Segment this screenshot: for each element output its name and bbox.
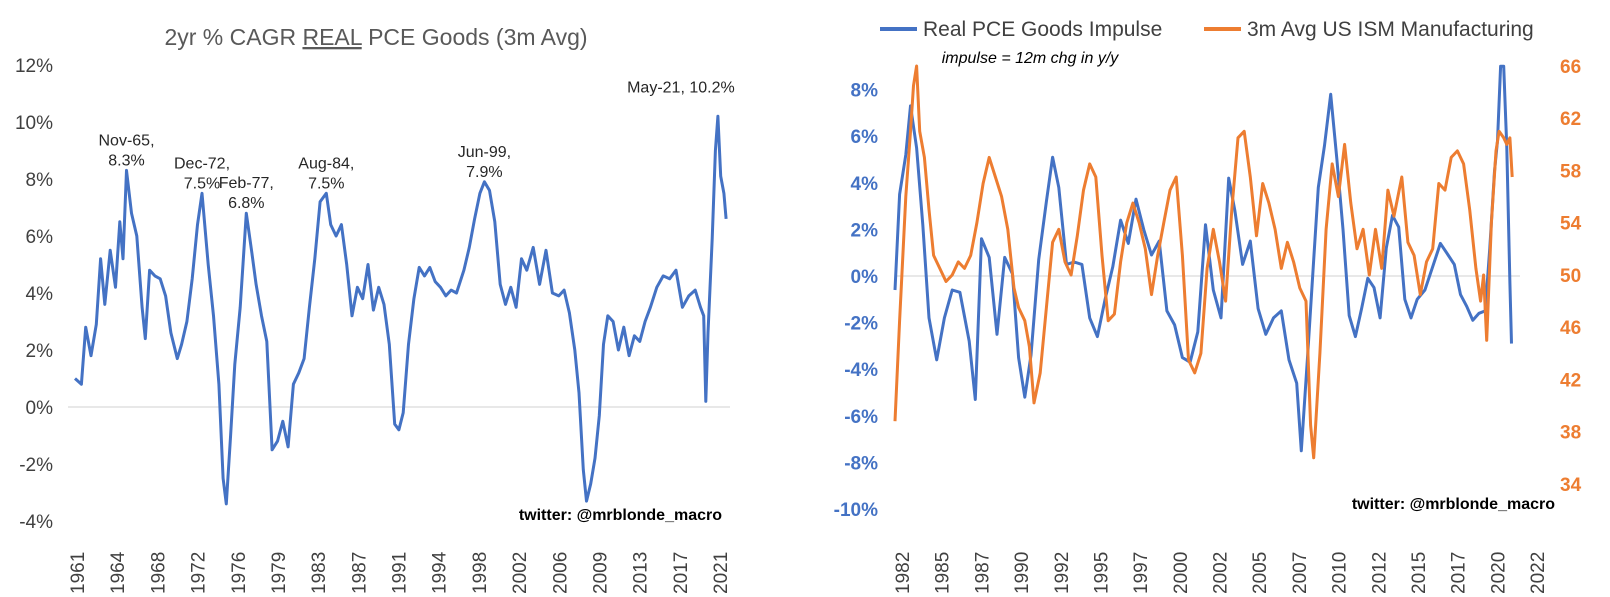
left-x-tick-label: 1998 — [470, 552, 491, 594]
left-y-tick-label: 10% — [15, 113, 53, 134]
right-left-y-axis: 8% 6% 4% 2% 0% -2% -4% -6% -8% -10% — [834, 81, 878, 521]
right-x-tick-label: 2017 — [1449, 552, 1470, 594]
legend-label-series-1: Real PCE Goods Impulse — [923, 18, 1162, 41]
right-y-tick-label: 8% — [851, 81, 879, 102]
right-x-tick-label: 2005 — [1250, 552, 1271, 594]
left-x-tick-label: 1991 — [390, 552, 411, 594]
right-y-tick-label: 4% — [851, 174, 879, 195]
right-x-tick-label: 2000 — [1171, 552, 1192, 594]
right-y2-tick-label: 54 — [1560, 214, 1582, 235]
left-x-tick-label: 1972 — [189, 552, 210, 594]
right-y2-tick-label: 42 — [1560, 370, 1581, 391]
left-series-line — [74, 114, 728, 506]
left-x-tick-label: 1979 — [269, 552, 290, 594]
annotation-label: Aug-84, — [298, 155, 354, 172]
right-y2-tick-label: 50 — [1560, 266, 1581, 287]
left-credit: twitter: @mrblonde_macro — [519, 507, 722, 524]
right-x-tick-label: 2020 — [1488, 552, 1509, 594]
right-y-tick-label: 0% — [851, 267, 879, 288]
right-y-tick-label: -10% — [834, 500, 878, 521]
left-x-tick-label: 1976 — [229, 552, 250, 594]
left-y-tick-label: 6% — [26, 227, 54, 248]
annotation-value: 7.5% — [308, 175, 344, 192]
left-x-tick-label: 1994 — [430, 551, 451, 594]
right-right-y-axis: 66 62 58 54 50 46 42 38 34 — [1560, 57, 1582, 496]
left-x-tick-label: 1964 — [108, 551, 129, 594]
right-y2-tick-label: 58 — [1560, 162, 1581, 183]
left-y-tick-label: 12% — [15, 56, 53, 77]
right-y-tick-label: -8% — [844, 453, 878, 474]
right-x-tick-label: 2015 — [1409, 552, 1430, 594]
left-chart: 2yr % CAGR REAL PCE Goods (3m Avg) 12% 10… — [15, 24, 735, 594]
annotation-value: 7.5% — [184, 175, 220, 192]
right-x-tick-label: 1987 — [972, 552, 993, 594]
right-y2-tick-label: 46 — [1560, 318, 1581, 339]
ism-line — [893, 64, 1514, 460]
right-credit: twitter: @mrblonde_macro — [1352, 496, 1555, 513]
right-x-tick-label: 1997 — [1131, 552, 1152, 594]
left-annotations: Nov-65,8.3% Dec-72,7.5%Feb-77,6.8%Aug-84,… — [98, 79, 734, 212]
left-x-tick-label: 1983 — [309, 552, 330, 594]
annotation-value: 6.8% — [228, 195, 264, 212]
left-y-tick-label: 0% — [26, 398, 54, 419]
left-x-tick-label: 2006 — [550, 552, 571, 594]
right-x-tick-label: 2007 — [1290, 552, 1311, 594]
right-y-tick-label: -4% — [844, 360, 878, 381]
left-y-tick-label: -4% — [19, 512, 53, 533]
left-y-tick-label: 2% — [26, 341, 54, 362]
left-y-axis: 12% 10% 8% 6% 4% 2% 0% -2% -4% — [15, 56, 53, 533]
right-y-tick-label: 6% — [851, 127, 879, 148]
left-x-axis: 1961 1964 1968 1972 1976 1979 1983 1987 1991 1994… — [68, 551, 732, 594]
right-y-tick-label: -2% — [844, 314, 878, 335]
legend-label-series-2: 3m Avg US ISM Manufacturing — [1247, 18, 1534, 41]
left-chart-title: 2yr % CAGR REAL PCE Goods (3m Avg) — [164, 24, 587, 50]
annotation-label: May-21, 10.2% — [627, 79, 735, 96]
right-x-tick-label: 1985 — [933, 552, 954, 594]
annotation-label: Feb-77, — [219, 175, 274, 192]
right-x-tick-label: 1982 — [893, 552, 914, 594]
left-y-tick-label: -2% — [19, 455, 53, 476]
right-x-tick-label: 1992 — [1052, 552, 1073, 594]
right-x-tick-label: 1990 — [1012, 552, 1033, 594]
annotation-value: 7.9% — [466, 164, 502, 181]
left-x-tick-label: 1961 — [68, 552, 89, 594]
left-x-tick-label: 2013 — [631, 552, 652, 594]
right-y2-tick-label: 66 — [1560, 57, 1581, 78]
annotation-label: Jun-99, — [458, 144, 511, 161]
right-y-tick-label: -6% — [844, 407, 878, 428]
chart-note: impulse = 12m chg in y/y — [942, 50, 1120, 67]
annotation-value: 8.3% — [108, 152, 144, 169]
left-x-tick-label: 1968 — [148, 552, 169, 594]
left-y-tick-label: 8% — [26, 170, 54, 191]
left-x-tick-label: 2017 — [671, 552, 692, 594]
left-y-tick-label: 4% — [26, 284, 54, 305]
annotation-label: Nov-65, — [98, 132, 154, 149]
right-y2-tick-label: 38 — [1560, 423, 1581, 444]
right-x-tick-label: 2010 — [1330, 552, 1351, 594]
pce-impulse-line — [893, 64, 1513, 453]
right-y2-tick-label: 62 — [1560, 109, 1581, 130]
annotation-label: Dec-72, — [174, 155, 230, 172]
left-x-tick-label: 2021 — [711, 552, 732, 594]
right-x-tick-label: 2002 — [1211, 552, 1232, 594]
right-y2-tick-label: 34 — [1560, 475, 1582, 496]
right-x-axis: 1982 1985 1987 1990 1992 1995 1997 2000 2002 2005… — [893, 552, 1549, 594]
right-chart: Real PCE Goods Impulse 3m Avg US ISM Man… — [834, 18, 1582, 594]
legend: Real PCE Goods Impulse 3m Avg US ISM Man… — [880, 18, 1534, 41]
left-x-tick-label: 2002 — [510, 552, 531, 594]
right-y-tick-label: 2% — [851, 220, 879, 241]
right-x-tick-label: 2012 — [1369, 552, 1390, 594]
right-x-tick-label: 2022 — [1528, 552, 1549, 594]
left-x-tick-label: 1987 — [349, 552, 370, 594]
left-x-tick-label: 2009 — [590, 552, 611, 594]
right-x-tick-label: 1995 — [1091, 552, 1112, 594]
